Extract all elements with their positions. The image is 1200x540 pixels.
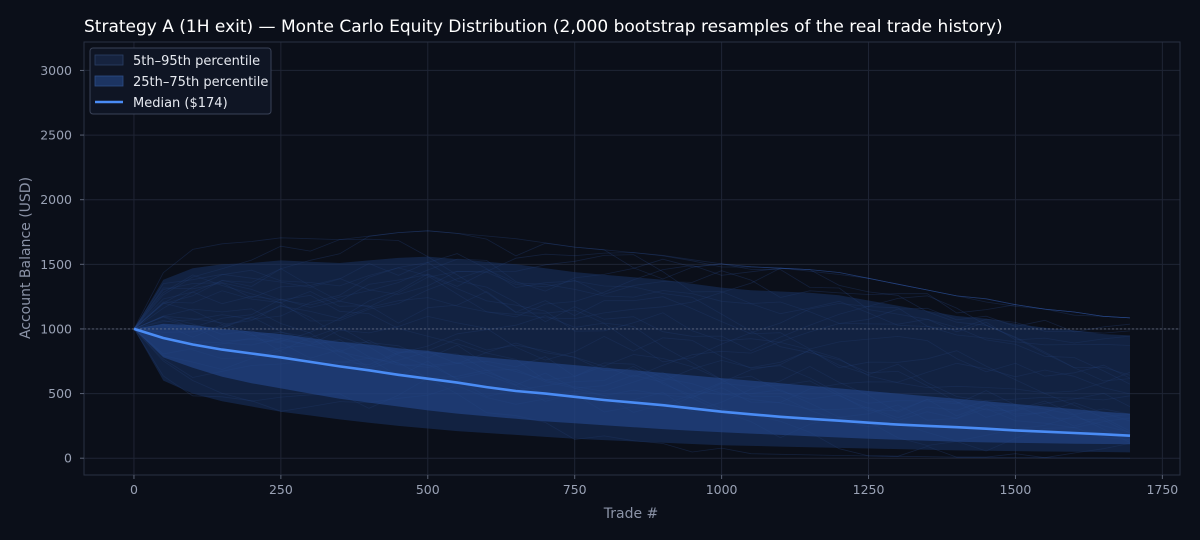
x-tick-label: 1750: [1146, 482, 1178, 497]
y-tick-label: 500: [48, 386, 72, 401]
sample-path: [133, 230, 1131, 330]
percentile-bands: [134, 256, 1130, 453]
legend-box: [89, 47, 272, 115]
y-tick-label: 2000: [40, 192, 72, 207]
x-tick-label: 500: [416, 482, 440, 497]
median-line: [133, 327, 1131, 437]
x-tick-label: 1000: [706, 482, 738, 497]
plot-frame: [83, 41, 1181, 476]
y-tick-label: 0: [64, 451, 72, 466]
median-layer: [133, 327, 1131, 437]
band-25-75: [134, 323, 1130, 445]
legend-label-outer-band: 5th–95th percentile: [133, 54, 260, 69]
x-tick-label: 250: [269, 482, 293, 497]
y-tick-label: 3000: [40, 63, 72, 78]
x-tick-label: 0: [130, 482, 138, 497]
legend-swatch-outer-band: [94, 54, 124, 66]
y-tick-label: 1000: [40, 321, 72, 336]
legend-swatch-inner-band: [94, 75, 124, 87]
y-tick-label: 2500: [40, 128, 72, 143]
x-tick-label: 750: [563, 482, 587, 497]
y-axis-label: Account Balance (USD): [18, 177, 34, 339]
legend-label-inner-band: 25th–75th percentile: [133, 75, 268, 90]
legend-label-median: Median ($174): [133, 96, 228, 111]
axes: 0 250 500 750 1000 1250 1500 1750 0 500 1000 1500 20…: [40, 41, 1181, 497]
x-axis-label: Trade #: [603, 506, 659, 522]
x-tick-label: 1250: [853, 482, 885, 497]
legend: 5th–95th percentile 25th–75th percentile…: [89, 47, 272, 115]
chart-title: Strategy A (1H exit) — Monte Carlo Equit…: [84, 17, 1003, 37]
y-tick-label: 1500: [40, 257, 72, 272]
x-tick-label: 1500: [1000, 482, 1032, 497]
